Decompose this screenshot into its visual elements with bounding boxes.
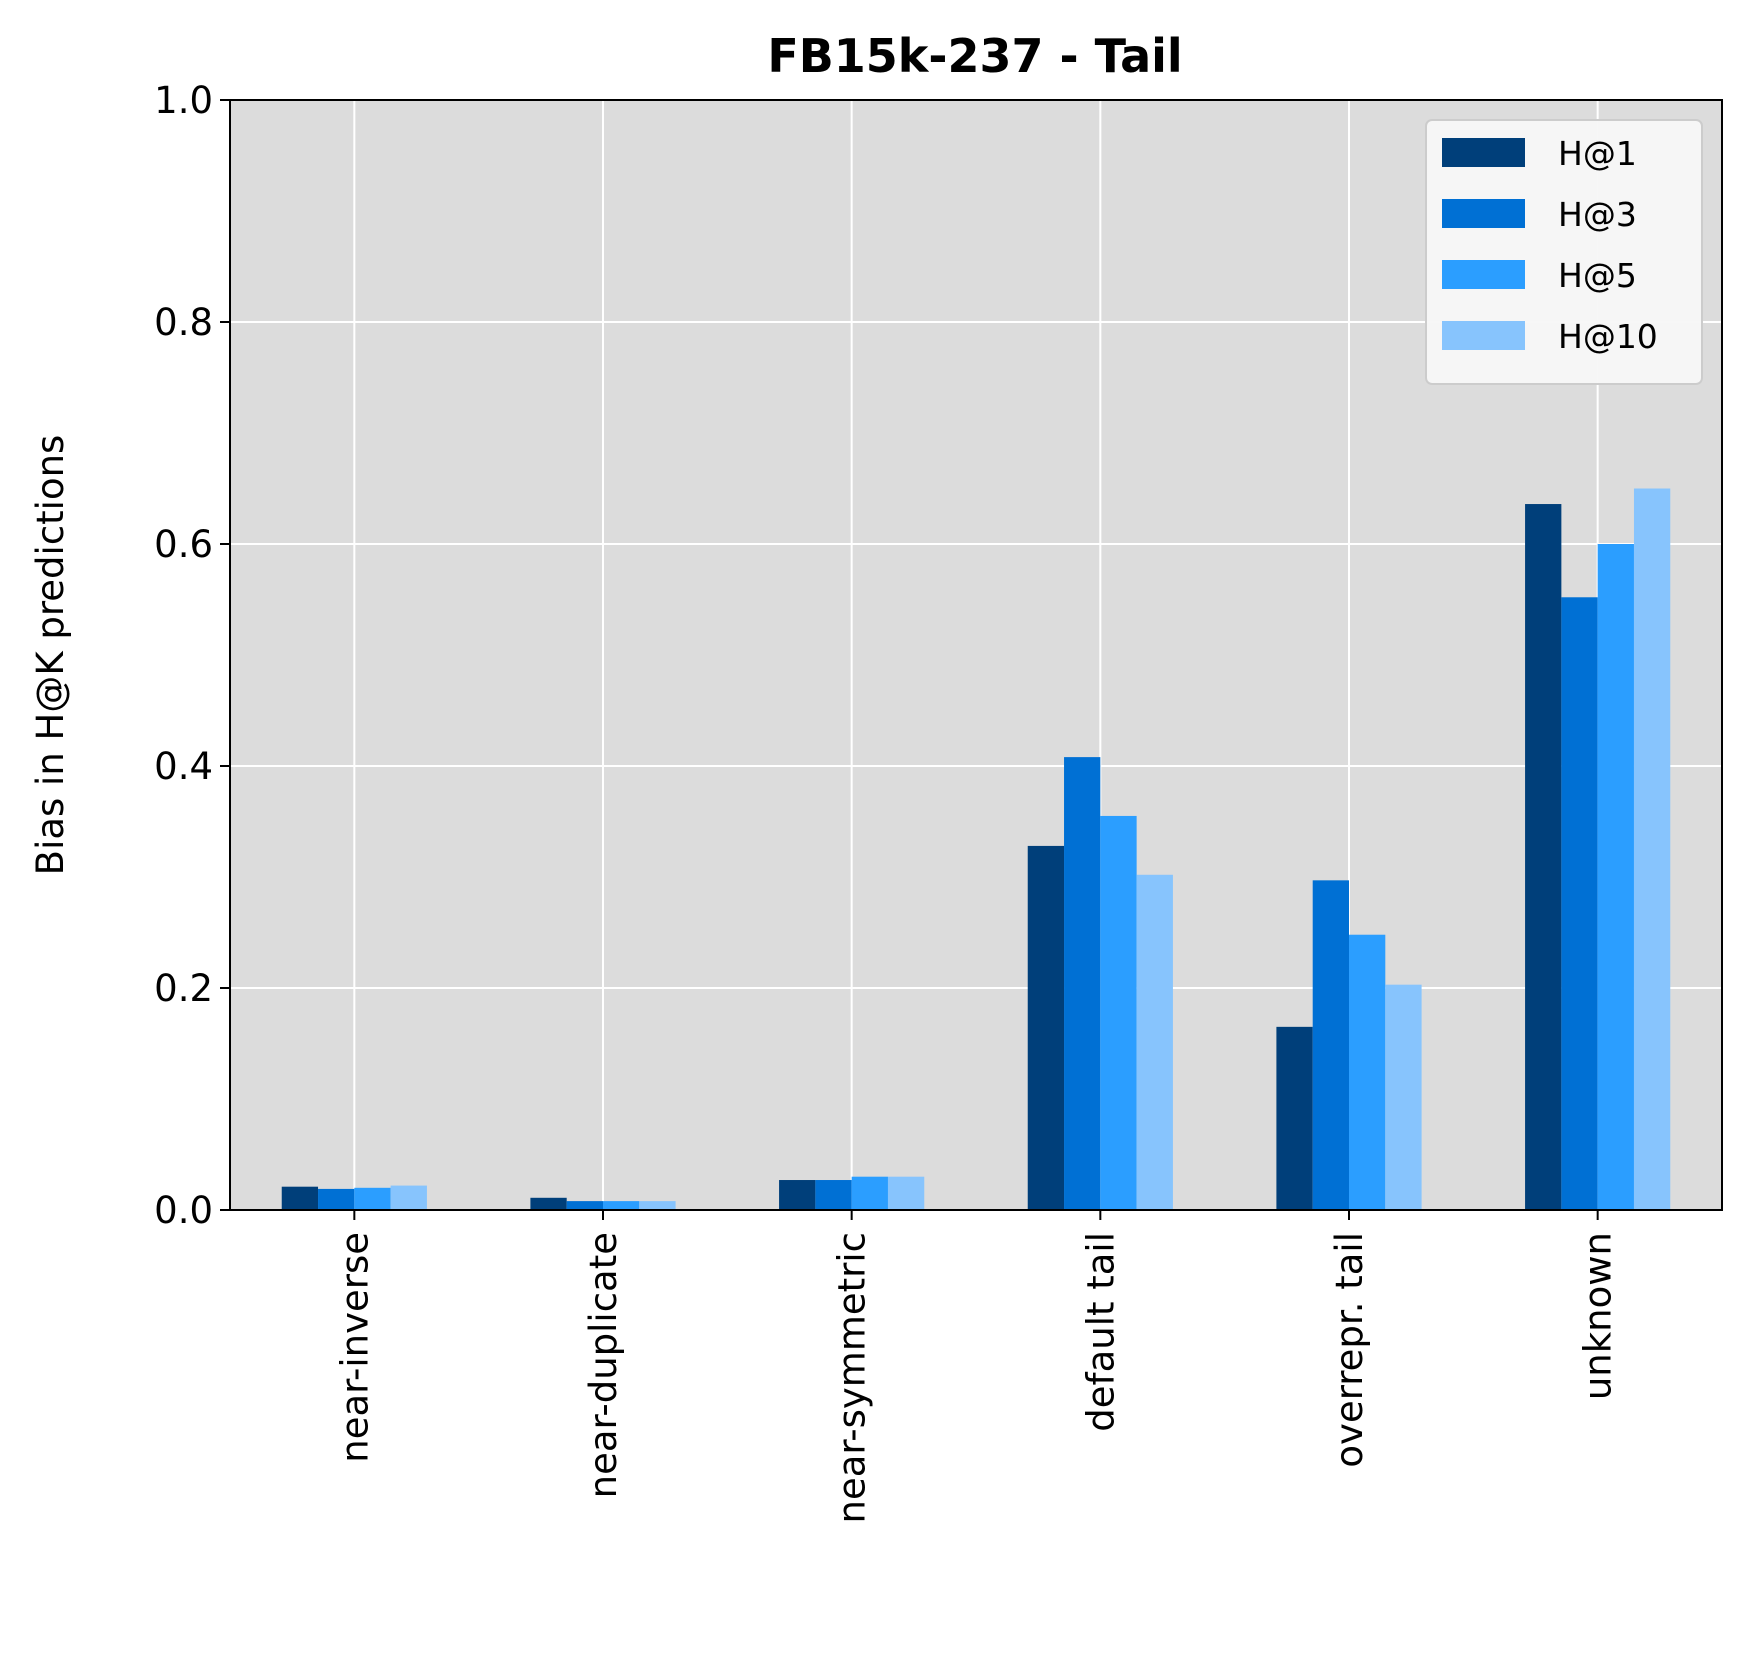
bar — [887, 1176, 925, 1210]
x-tick-label: overrepr. tail — [1328, 1232, 1371, 1468]
legend-swatch — [1442, 199, 1525, 228]
bar — [1276, 1026, 1313, 1210]
x-tick-label: unknown — [1577, 1232, 1620, 1400]
bar — [354, 1187, 391, 1210]
legend-label: H@1 — [1558, 134, 1637, 173]
legend-box — [1425, 119, 1703, 385]
bar — [815, 1180, 852, 1210]
bar — [530, 1197, 567, 1210]
bar — [1525, 504, 1562, 1210]
bar — [851, 1176, 888, 1210]
bar — [1349, 934, 1386, 1210]
bar — [1312, 880, 1349, 1210]
y-tick-label: 0.4 — [154, 745, 213, 788]
bar — [1597, 544, 1634, 1210]
legend-label: H@10 — [1558, 317, 1658, 356]
bar — [1064, 757, 1101, 1210]
bar — [1100, 815, 1137, 1210]
x-tick-label: near-duplicate — [582, 1232, 625, 1498]
legend-swatch — [1442, 260, 1525, 289]
bar — [281, 1186, 319, 1210]
y-axis: 0.0 0.2 0.4 0.6 0.8 1.0 — [154, 79, 230, 1232]
y-tick-label: 1.0 — [154, 79, 213, 122]
x-tick-label: near-symmetric — [831, 1232, 874, 1523]
bars — [281, 488, 1671, 1210]
legend-swatch — [1442, 321, 1525, 350]
legend-label: H@5 — [1558, 256, 1637, 295]
y-tick-label: 0.6 — [154, 523, 213, 566]
bar — [1385, 984, 1422, 1210]
legend: H@1 H@3 H@5 H@10 — [1425, 119, 1703, 385]
x-tick-label: near-inverse — [333, 1232, 376, 1463]
bar — [639, 1201, 676, 1210]
legend-label: H@3 — [1558, 195, 1637, 234]
bar — [1633, 488, 1671, 1210]
y-axis-label: Bias in H@K predictions — [29, 435, 72, 876]
y-tick-label: 0.2 — [154, 967, 213, 1010]
y-tick-label: 0.0 — [154, 1189, 213, 1232]
bar — [779, 1180, 816, 1210]
plot-frame — [229, 99, 1723, 1211]
legend-swatch — [1442, 138, 1525, 167]
bar — [1561, 597, 1598, 1210]
bar — [1136, 874, 1173, 1210]
x-axis: near-inverse near-duplicate near-symmetric… — [333, 1210, 1620, 1523]
x-tick-label: default tail — [1079, 1232, 1122, 1432]
bar — [1027, 845, 1065, 1210]
bar — [566, 1201, 603, 1210]
bar — [390, 1185, 427, 1210]
bar — [603, 1201, 640, 1210]
bar — [318, 1188, 355, 1210]
y-tick-label: 0.8 — [154, 301, 213, 344]
chart-title: FB15k-237 - Tail — [767, 29, 1182, 83]
